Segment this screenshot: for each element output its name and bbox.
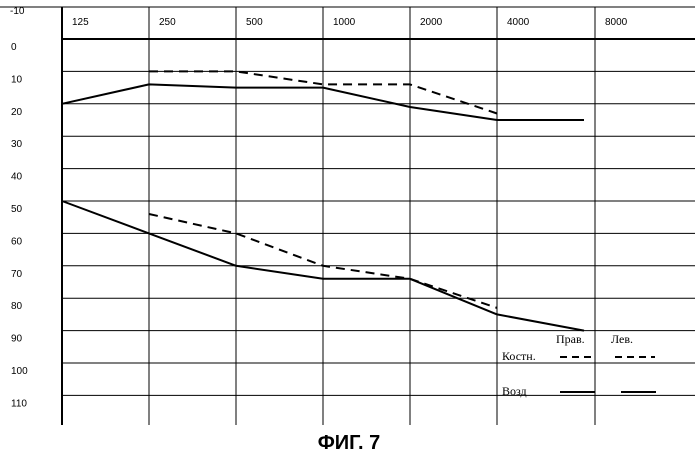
y-tick-label: 20 [11,107,23,118]
audiogram-figure: 125 250 500 1000 2000 4000 8000 -10 0 10 20 30 40 50… [0,0,699,455]
y-tick-label: 110 [11,398,27,409]
y-tick-label: 50 [11,204,23,215]
x-tick-label: 4000 [507,17,530,28]
y-tick-label: 40 [11,172,23,183]
y-tick-label: 60 [11,236,23,247]
legend-label-bone: Костн. [502,349,536,363]
x-tick-label: 250 [159,17,176,28]
legend: Прав. Лев. Костн. Возд [502,332,656,398]
y-tick-label: 70 [11,269,23,280]
x-tick-label: 500 [246,17,263,28]
legend-header-left: Лев. [611,332,633,346]
y-tick-label: 90 [11,334,23,345]
y-tick-label: 10 [11,74,23,85]
x-tick-label: 8000 [605,17,628,28]
figure-caption: ФИГ. 7 [318,432,381,454]
x-tick-label: 125 [72,17,89,28]
x-tick-labels: 125 250 500 1000 2000 4000 8000 [72,17,628,28]
legend-label-air: Возд [502,384,527,398]
y-tick-labels: -10 0 10 20 30 40 50 60 70 80 90 100 110 [10,6,28,409]
legend-header-right: Прав. [556,332,585,346]
y-tick-label: -10 [10,6,25,17]
y-tick-label: 30 [11,139,23,150]
y-tick-label: 0 [11,42,17,53]
y-tick-label: 80 [11,301,23,312]
y-tick-label: 100 [11,366,28,377]
x-tick-label: 2000 [420,17,443,28]
x-tick-label: 1000 [333,17,356,28]
